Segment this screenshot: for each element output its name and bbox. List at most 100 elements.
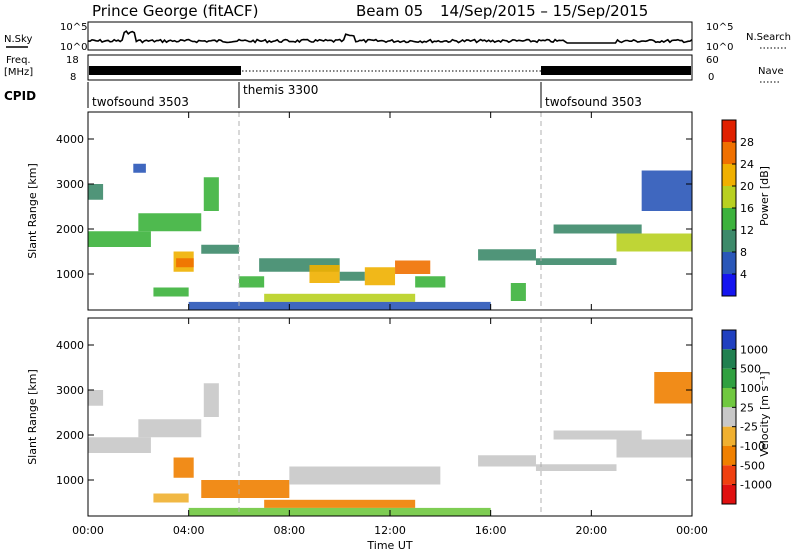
colorbar-tick-label: 4: [740, 268, 747, 281]
scatter-region: [239, 276, 265, 288]
scatter-region: [138, 213, 202, 232]
x-tick-label: 12:00: [374, 524, 406, 537]
colorbar-tick-label: -500: [740, 459, 765, 472]
power-colorbar: 4 8 12 16 20 24 28: [721, 119, 754, 297]
scatter-region: [264, 499, 416, 508]
freq-tick-top: 18: [66, 55, 79, 66]
scatter-region: [654, 372, 692, 404]
scatter-region: [88, 231, 151, 247]
scatter-region: [188, 507, 491, 516]
scatter-region: [188, 301, 491, 310]
colorbar-swatch: [722, 368, 736, 388]
x-tick-label: 16:00: [475, 524, 507, 537]
colorbar-swatch: [722, 465, 736, 485]
colorbar-tick-label: -1000: [740, 479, 772, 492]
scatter-region: [478, 455, 536, 467]
colorbar-tick-label: 12: [740, 224, 754, 237]
scatter-region: [88, 184, 104, 200]
cpid-segment-label: twofsound 3503: [92, 95, 189, 109]
colorbar-tick-label: 16: [740, 202, 754, 215]
noise-tick-top: 10^5: [60, 22, 87, 33]
cpid-row: twofsound 3503 themis 3300 twofsound 3503: [87, 82, 642, 109]
y-tick-label: 1000: [56, 268, 84, 281]
scatter-region: [203, 177, 219, 211]
scatter-region: [478, 249, 536, 261]
scatter-region: [176, 258, 194, 268]
beam-label: Beam 05: [356, 2, 423, 20]
colorbar-swatch: [722, 164, 736, 186]
nave-tick-bottom: 0: [708, 72, 714, 83]
y-tick-label: 1000: [56, 474, 84, 487]
x-axis: 00:00 04:00 08:00 12:00 16:00 20:00 00:00: [72, 524, 708, 537]
colorbar-swatch: [722, 388, 736, 408]
colorbar-swatch: [722, 407, 736, 427]
colorbar-tick-label: 24: [740, 158, 754, 171]
freq-label-2: [MHz]: [4, 67, 33, 78]
freq-band-seg2: [541, 66, 691, 75]
cpid-label: CPID: [4, 89, 36, 103]
noise-panel: [87, 21, 693, 51]
nave-tick-top: 60: [706, 55, 719, 66]
nsearch-label: N.Search: [746, 32, 791, 43]
scatter-region: [641, 170, 692, 211]
noise-tick-top-right: 10^5: [706, 22, 733, 33]
scatter-region: [138, 419, 202, 438]
colorbar-tick-label: 1000: [740, 343, 768, 356]
scatter-region: [616, 439, 692, 458]
y-tick-label: 2000: [56, 429, 84, 442]
scatter-region: [173, 457, 194, 478]
colorbar-swatch: [722, 446, 736, 466]
x-axis-label: Time UT: [366, 539, 412, 552]
freq-band-seg1: [89, 66, 241, 75]
power-frame: [87, 111, 693, 311]
radar-title: Prince George (fitACF): [92, 2, 258, 20]
colorbar-tick-label: -25: [740, 421, 758, 434]
velocity-colorbar-label: Velocity [m s⁻¹]: [758, 371, 771, 456]
scatter-region: [201, 244, 239, 254]
cpid-segment-label: themis 3300: [243, 83, 318, 97]
noise-tick-bottom: 10^0: [60, 42, 87, 53]
x-tick-label: 20:00: [575, 524, 607, 537]
nsky-label: N.Sky: [4, 34, 32, 45]
power-panel: 1000 2000 3000 4000: [56, 112, 693, 310]
x-tick-label: 00:00: [676, 524, 708, 537]
colorbar-swatch: [722, 426, 736, 446]
colorbar-swatch: [722, 330, 736, 350]
velocity-ylabel: Slant Range [km]: [26, 369, 39, 465]
freq-label-1: Freq.: [6, 55, 31, 66]
colorbar-frame: [721, 329, 737, 505]
date-range: 14/Sep/2015 – 15/Sep/2015: [440, 2, 648, 20]
scatter-region: [88, 390, 104, 406]
scatter-region: [88, 437, 151, 453]
y-tick-label: 4000: [56, 133, 84, 146]
scatter-region: [201, 480, 290, 498]
x-tick-label: 08:00: [273, 524, 305, 537]
colorbar-tick-label: 500: [740, 363, 761, 376]
colorbar-swatch: [722, 142, 736, 164]
nave-label: Nave: [758, 66, 784, 77]
y-tick-label: 3000: [56, 384, 84, 397]
noise-tick-bottom-right: 10^0: [706, 42, 733, 53]
scatter-region: [309, 265, 340, 283]
y-tick-label: 3000: [56, 178, 84, 191]
colorbar-swatch: [722, 274, 736, 296]
scatter-region: [395, 260, 431, 274]
freq-panel: [87, 54, 693, 81]
x-tick-label: 00:00: [72, 524, 104, 537]
velocity-panel: 1000 2000 3000 4000: [56, 318, 693, 516]
velocity-colorbar: 1000 500 100 25 -25 -100 -500 -1000: [721, 329, 772, 505]
scatter-region: [415, 276, 446, 288]
colorbar-swatch: [722, 252, 736, 274]
scatter-region: [510, 283, 526, 301]
scatter-region: [153, 493, 189, 503]
colorbar-tick-label: -100: [740, 440, 765, 453]
colorbar-swatch: [722, 349, 736, 369]
colorbar-tick-label: 100: [740, 382, 761, 395]
scatter-region: [203, 383, 219, 417]
colorbar-swatch: [722, 230, 736, 252]
x-tick-label: 04:00: [173, 524, 205, 537]
colorbar-tick-label: 8: [740, 246, 747, 259]
scatter-region: [289, 466, 441, 485]
y-tick-label: 2000: [56, 223, 84, 236]
